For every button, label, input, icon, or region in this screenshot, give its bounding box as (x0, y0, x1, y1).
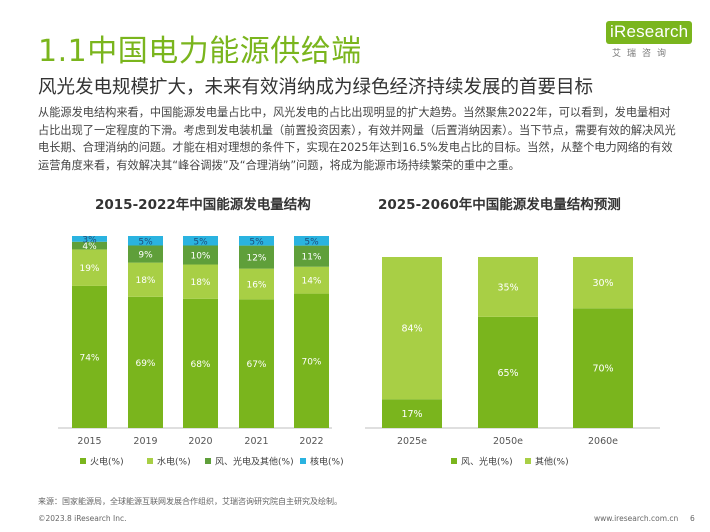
legend-swatch (525, 458, 531, 464)
data-label: 70% (592, 364, 613, 375)
legend-label: 其他(%) (535, 456, 569, 468)
bar-segment (239, 268, 274, 300)
legend-label: 核电(%) (310, 456, 344, 468)
chart-title-right: 2025-2060年中国能源发电量结构预测 (378, 197, 621, 213)
bar-segment (573, 257, 633, 309)
data-label: 9% (138, 251, 153, 261)
bar-segment (478, 316, 538, 428)
x-tick-label: 2025e (397, 436, 427, 447)
iresearch-logo: iResearch 艾瑞咨询 (606, 21, 693, 59)
legend-swatch (147, 458, 153, 464)
bar-segment (239, 245, 274, 269)
legend-label: 水电(%) (157, 456, 191, 468)
bar-segment (72, 249, 107, 286)
data-label: 65% (497, 368, 518, 379)
data-label: 5% (249, 237, 264, 247)
data-label: 12% (246, 254, 266, 264)
logo-subtext: 艾瑞咨询 (612, 49, 673, 59)
data-label: 5% (304, 237, 319, 247)
x-tick-label: 2019 (133, 436, 157, 447)
page-subtitle: 风光发电规模扩大，未来有效消纳成为绿色经济持续发展的首要目标 (38, 77, 594, 98)
x-tick-label: 2021 (244, 436, 268, 447)
bar-segment (183, 236, 218, 246)
data-label: 19% (79, 264, 99, 274)
legend-swatch (451, 458, 457, 464)
data-label: 35% (497, 282, 518, 293)
data-label: 74% (79, 353, 99, 363)
data-label: 10% (190, 252, 210, 262)
data-label: 16% (246, 281, 266, 291)
bar-segment (183, 298, 218, 428)
data-label: 17% (401, 409, 422, 420)
bar-segment (72, 285, 107, 428)
x-tick-label: 2060e (588, 436, 618, 447)
data-label: 67% (246, 360, 266, 370)
page-title: 1.1中国电力能源供给端 (38, 34, 362, 69)
bar-segment (294, 236, 329, 246)
data-label: 14% (301, 277, 321, 287)
data-label: 68% (190, 360, 210, 370)
bar-segment (128, 245, 163, 263)
bar-segment (72, 241, 107, 250)
bar-segment (294, 245, 329, 267)
x-tick-label: 2050e (493, 436, 523, 447)
bar-segment (478, 257, 538, 317)
legend-swatch (205, 458, 211, 464)
page-number: 6 (690, 514, 695, 523)
source-note: 来源：国家能源局，全球能源互联网发展合作组织，艾瑞咨询研究院自主研究及绘制。 (38, 497, 342, 506)
website-link[interactable]: www.iresearch.com.cn (594, 514, 679, 523)
data-label: 84% (401, 324, 422, 335)
data-label: 30% (592, 278, 613, 289)
data-label: 69% (135, 359, 155, 369)
bar-segment (183, 264, 218, 299)
legend-label: 风、光电(%) (461, 456, 513, 468)
bar-segment (183, 245, 218, 265)
data-label: 18% (190, 278, 210, 288)
bar-segment (294, 293, 329, 428)
data-label: 70% (301, 357, 321, 367)
logo-wordmark: iResearch (606, 21, 693, 44)
data-label: 5% (138, 237, 153, 247)
legend-swatch (300, 458, 306, 464)
legend-label: 火电(%) (90, 456, 124, 468)
x-tick-label: 2022 (299, 436, 323, 447)
data-label: 5% (193, 237, 208, 247)
body-paragraph: 从能源发电结构来看，中国能源发电量占比中，风光发电的占比出现明显的扩大趋势。当然… (38, 106, 676, 172)
bar-segment (128, 236, 163, 246)
data-label: 3% (82, 235, 97, 245)
data-label: 18% (135, 276, 155, 286)
legend-label: 风、光电及其他(%) (215, 456, 294, 468)
bar-segment (382, 399, 442, 428)
legend-swatch (80, 458, 86, 464)
bar-segment (72, 236, 107, 242)
copyright: ©2023.8 iResearch Inc. (38, 514, 127, 523)
bar-segment (128, 296, 163, 428)
x-tick-label: 2015 (77, 436, 101, 447)
bar-segment (382, 257, 442, 400)
bar-segment (128, 262, 163, 297)
bar-segment (239, 236, 274, 246)
data-label: 11% (301, 253, 321, 263)
chart-title-left: 2015-2022年中国能源发电量结构 (95, 197, 311, 213)
x-tick-label: 2020 (188, 436, 212, 447)
bar-segment (294, 266, 329, 294)
bar-segment (239, 299, 274, 428)
bar-segment (573, 308, 633, 428)
data-label: 4% (82, 242, 97, 252)
